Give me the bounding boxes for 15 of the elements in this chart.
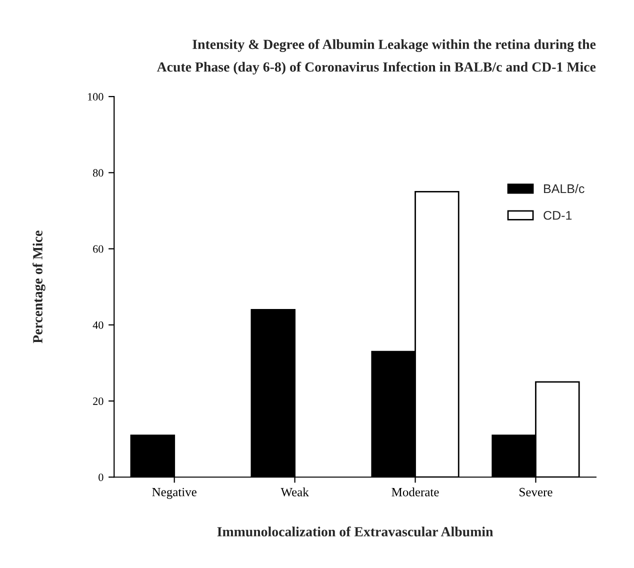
legend-label: CD-1 xyxy=(544,210,572,220)
x-axis-title: Immunolocalization of Extravascular Albumin xyxy=(217,526,494,536)
y-axis-title: Percentage of Mice xyxy=(32,230,46,344)
y-tick-label: 40 xyxy=(92,321,104,329)
chart-title: Intensity & Degree of Albumin Leakage within the retina during the Acute Phase (day 6-8) of Coronavirus Infection in BALB/c and CD-1 Mice xyxy=(156,39,596,75)
y-tick-label: 20 xyxy=(93,397,104,405)
x-tick-label: Severe xyxy=(520,488,552,496)
legend-label: BALB/c xyxy=(544,184,584,194)
x-tick-label: Moderate xyxy=(392,488,439,496)
y-tick-label: 60 xyxy=(93,245,104,253)
x-tick-label: Weak xyxy=(280,488,309,496)
y-tick-label: 80 xyxy=(93,169,104,177)
y-tick-label: 100 xyxy=(88,93,104,101)
y-tick-label: 0 xyxy=(98,474,104,482)
x-tick-label: Negative xyxy=(152,488,196,499)
